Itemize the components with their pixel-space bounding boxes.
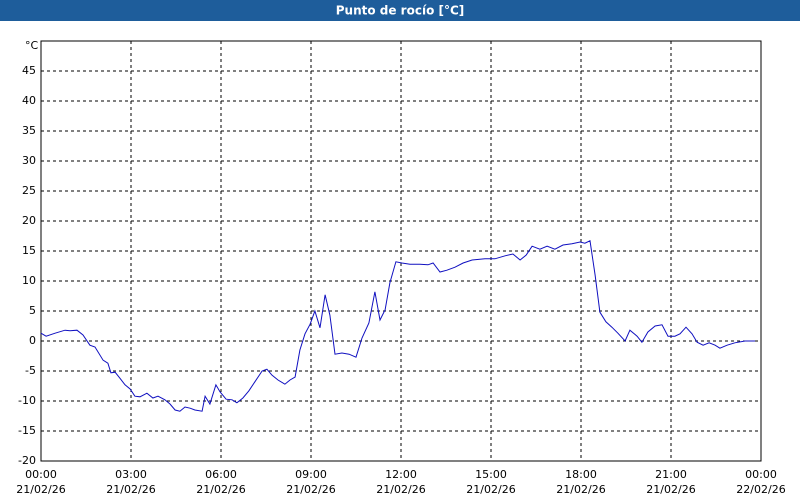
y-tick-label: 30 [22,154,36,167]
title-bar [0,0,800,21]
y-tick-label: -20 [18,454,36,467]
y-tick-label: 40 [22,94,36,107]
y-tick-label: 5 [29,304,36,317]
y-tick-label: 0 [29,334,36,347]
x-tick-label: 15:00 [475,468,507,481]
x-tick-label: 03:00 [115,468,147,481]
x-tick-label: 00:00 [25,468,57,481]
y-tick-label: -10 [18,394,36,407]
x-tick-label: 06:00 [205,468,237,481]
x-tick-label: 09:00 [295,468,327,481]
data-line [40,240,755,412]
y-tick-label: -5 [25,364,36,377]
plot-border [40,40,762,462]
y-tick-label: 10 [22,274,36,287]
x-tick-date: 21/02/26 [196,483,245,496]
x-tick-date: 21/02/26 [286,483,335,496]
x-tick-label: 00:00 [745,468,777,481]
x-tick-label: 21:00 [655,468,687,481]
y-unit: °C [25,39,39,52]
x-tick-date: 21/02/26 [376,483,425,496]
y-tick-label: 25 [22,184,36,197]
y-tick-label: -15 [18,424,36,437]
x-tick-date: 22/02/26 [736,483,785,496]
x-tick-date: 21/02/26 [646,483,695,496]
x-tick-label: 12:00 [385,468,417,481]
y-tick-label: 20 [22,214,36,227]
y-tick-label: 15 [22,244,36,257]
chart-title: Punto de rocío [°C] [336,4,465,18]
x-tick-date: 21/02/26 [106,483,155,496]
x-tick-date: 21/02/26 [556,483,605,496]
y-tick-label: 45 [22,64,36,77]
x-tick-date: 21/02/26 [466,483,515,496]
x-tick-label: 18:00 [565,468,597,481]
y-tick-label: 35 [22,124,36,137]
x-tick-date: 21/02/26 [16,483,65,496]
